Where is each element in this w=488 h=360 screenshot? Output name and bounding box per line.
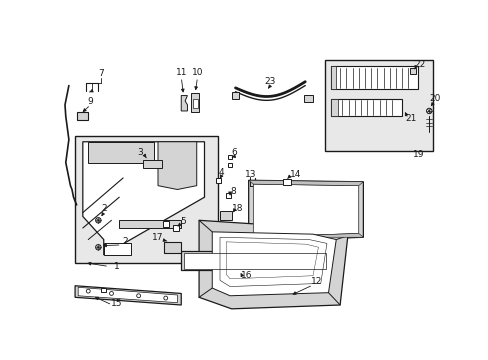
Text: 8: 8 xyxy=(230,186,236,195)
Polygon shape xyxy=(231,92,239,99)
Polygon shape xyxy=(303,95,312,103)
Text: 2: 2 xyxy=(122,237,127,246)
Polygon shape xyxy=(253,184,358,237)
Polygon shape xyxy=(330,66,336,89)
Text: 14: 14 xyxy=(289,170,300,179)
Polygon shape xyxy=(82,142,204,255)
Polygon shape xyxy=(409,68,415,74)
Circle shape xyxy=(109,292,113,295)
Bar xyxy=(324,60,432,151)
Bar xyxy=(173,225,178,231)
Text: 20: 20 xyxy=(428,94,440,103)
Polygon shape xyxy=(330,99,337,116)
Circle shape xyxy=(96,217,101,223)
Text: 15: 15 xyxy=(111,299,122,308)
Polygon shape xyxy=(158,142,196,189)
Text: 9: 9 xyxy=(87,97,93,106)
Bar xyxy=(75,136,218,263)
Polygon shape xyxy=(212,232,336,296)
Polygon shape xyxy=(330,66,417,89)
Polygon shape xyxy=(181,251,328,270)
Polygon shape xyxy=(164,242,181,253)
Polygon shape xyxy=(103,243,131,255)
Circle shape xyxy=(163,296,167,300)
Bar xyxy=(227,163,232,167)
Text: 10: 10 xyxy=(191,68,203,77)
Text: 12: 12 xyxy=(310,278,322,287)
Text: 19: 19 xyxy=(412,150,424,159)
Polygon shape xyxy=(282,179,290,185)
Bar xyxy=(101,288,106,292)
Polygon shape xyxy=(77,112,88,120)
Circle shape xyxy=(137,294,140,298)
Text: 3: 3 xyxy=(137,148,143,157)
Polygon shape xyxy=(248,180,363,186)
Text: 6: 6 xyxy=(231,148,237,157)
Polygon shape xyxy=(192,99,197,108)
Circle shape xyxy=(426,108,431,114)
Text: 1: 1 xyxy=(114,262,120,271)
Polygon shape xyxy=(199,220,347,309)
Text: 2: 2 xyxy=(101,204,106,213)
Text: 7: 7 xyxy=(99,69,104,78)
Bar xyxy=(227,155,232,159)
Polygon shape xyxy=(78,287,177,303)
Polygon shape xyxy=(220,211,231,220)
Text: 16: 16 xyxy=(241,271,252,280)
Polygon shape xyxy=(75,286,181,305)
Polygon shape xyxy=(119,220,181,228)
Bar xyxy=(215,177,221,183)
Polygon shape xyxy=(181,95,187,111)
Polygon shape xyxy=(88,142,154,163)
Text: 22: 22 xyxy=(413,60,425,69)
Text: 18: 18 xyxy=(232,204,243,213)
Text: 13: 13 xyxy=(244,170,255,179)
Polygon shape xyxy=(248,233,363,237)
Circle shape xyxy=(96,244,101,250)
Text: 4: 4 xyxy=(218,168,224,177)
Polygon shape xyxy=(330,99,401,116)
Circle shape xyxy=(86,289,90,293)
Polygon shape xyxy=(183,253,325,269)
Text: 5: 5 xyxy=(181,217,186,226)
Polygon shape xyxy=(142,160,162,168)
Polygon shape xyxy=(191,93,199,112)
Text: 11: 11 xyxy=(175,68,186,77)
Bar xyxy=(226,193,230,198)
Text: 23: 23 xyxy=(264,77,276,86)
Polygon shape xyxy=(248,180,363,242)
Bar xyxy=(163,221,168,227)
Text: 17: 17 xyxy=(152,233,163,242)
Text: 21: 21 xyxy=(405,114,416,123)
